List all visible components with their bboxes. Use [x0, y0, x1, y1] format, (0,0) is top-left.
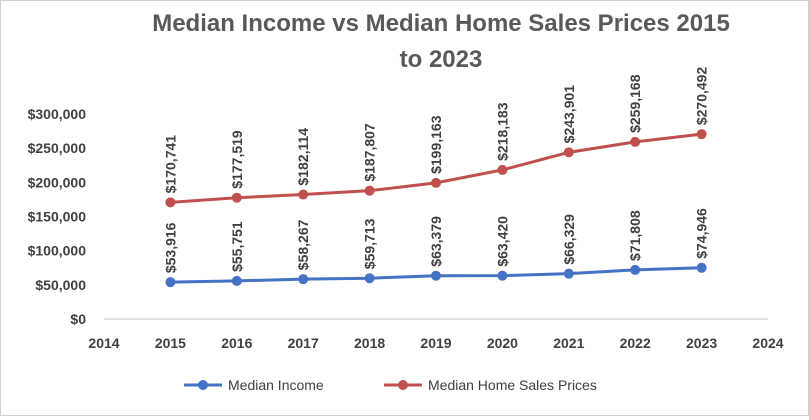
- legend: Median Income Median Home Sales Prices: [184, 377, 597, 393]
- series-median-income: $53,916 $55,751 $58,267 $59,713 $63,379 $63,4…: [162, 208, 710, 288]
- x-tick-label: 2014: [88, 335, 119, 351]
- data-label: $177,519: [229, 130, 245, 189]
- chart-title-line2: to 2023: [400, 46, 483, 73]
- x-tick-label: 2021: [553, 335, 584, 351]
- legend-label: Median Home Sales Prices: [428, 377, 597, 393]
- data-point: [497, 164, 508, 175]
- data-point: [364, 273, 375, 284]
- y-tick-label: $250,000: [28, 140, 87, 156]
- data-label: $187,807: [362, 123, 378, 182]
- data-point: [298, 189, 309, 200]
- data-point: [231, 275, 242, 286]
- data-point: [364, 185, 375, 196]
- y-tick-label: $150,000: [28, 209, 87, 225]
- data-point: [696, 129, 707, 140]
- data-label: $243,901: [561, 85, 577, 144]
- y-tick-label: $200,000: [28, 174, 87, 190]
- legend-marker: [398, 380, 408, 390]
- data-point: [563, 268, 574, 279]
- x-tick-label: 2023: [686, 335, 717, 351]
- data-point: [630, 136, 641, 147]
- data-label: $71,808: [627, 210, 643, 261]
- legend-item: Median Income: [184, 377, 324, 393]
- x-tick-label: 2024: [752, 335, 783, 351]
- data-point: [431, 177, 441, 188]
- y-tick-label: $50,000: [35, 277, 86, 293]
- y-tick-label: $300,000: [28, 106, 87, 122]
- data-point: [165, 197, 176, 208]
- data-label: $63,379: [428, 216, 444, 267]
- data-label: $259,168: [627, 74, 643, 133]
- data-label: $199,163: [428, 115, 444, 174]
- data-label: $63,420: [494, 216, 510, 267]
- data-label: $170,741: [162, 135, 178, 194]
- data-label: $55,751: [229, 221, 245, 272]
- data-point: [231, 192, 242, 203]
- data-label: $74,946: [694, 208, 710, 259]
- data-point: [298, 274, 309, 285]
- data-label: $58,267: [295, 219, 311, 270]
- x-tick-label: 2016: [221, 335, 252, 351]
- chart-title-line1: Median Income vs Median Home Sales Price…: [152, 10, 730, 37]
- data-point: [630, 264, 641, 275]
- data-label: $53,916: [162, 222, 178, 273]
- x-tick-label: 2020: [487, 335, 518, 351]
- x-tick-label: 2015: [155, 335, 186, 351]
- data-point: [563, 147, 574, 158]
- legend-label: Median Income: [228, 377, 324, 393]
- plot-area: $53,916 $55,751 $58,267 $59,713 $63,379 $63,4…: [162, 67, 710, 288]
- data-label: $270,492: [694, 67, 710, 126]
- data-point: [696, 262, 707, 273]
- data-label: $59,713: [362, 218, 378, 269]
- data-label: $182,114: [295, 128, 311, 186]
- x-tick-label: 2019: [420, 335, 451, 351]
- x-tick-label: 2022: [620, 335, 651, 351]
- y-tick-label: $0: [70, 311, 86, 327]
- data-label: $218,183: [494, 102, 510, 161]
- data-point: [165, 277, 176, 288]
- legend-marker: [198, 380, 208, 390]
- data-label: $66,329: [561, 214, 577, 265]
- legend-item: Median Home Sales Prices: [384, 377, 597, 393]
- data-point: [431, 270, 441, 281]
- axes: $0 $50,000 $100,000 $150,000 $200,000 $250,00…: [28, 106, 784, 351]
- data-point: [497, 270, 508, 281]
- y-tick-label: $100,000: [28, 243, 87, 259]
- x-tick-label: 2018: [354, 335, 385, 351]
- x-tick-label: 2017: [288, 335, 319, 351]
- series-median-home-sales-prices: $170,741 $177,519 $182,114 $187,807 $199,163…: [162, 67, 710, 208]
